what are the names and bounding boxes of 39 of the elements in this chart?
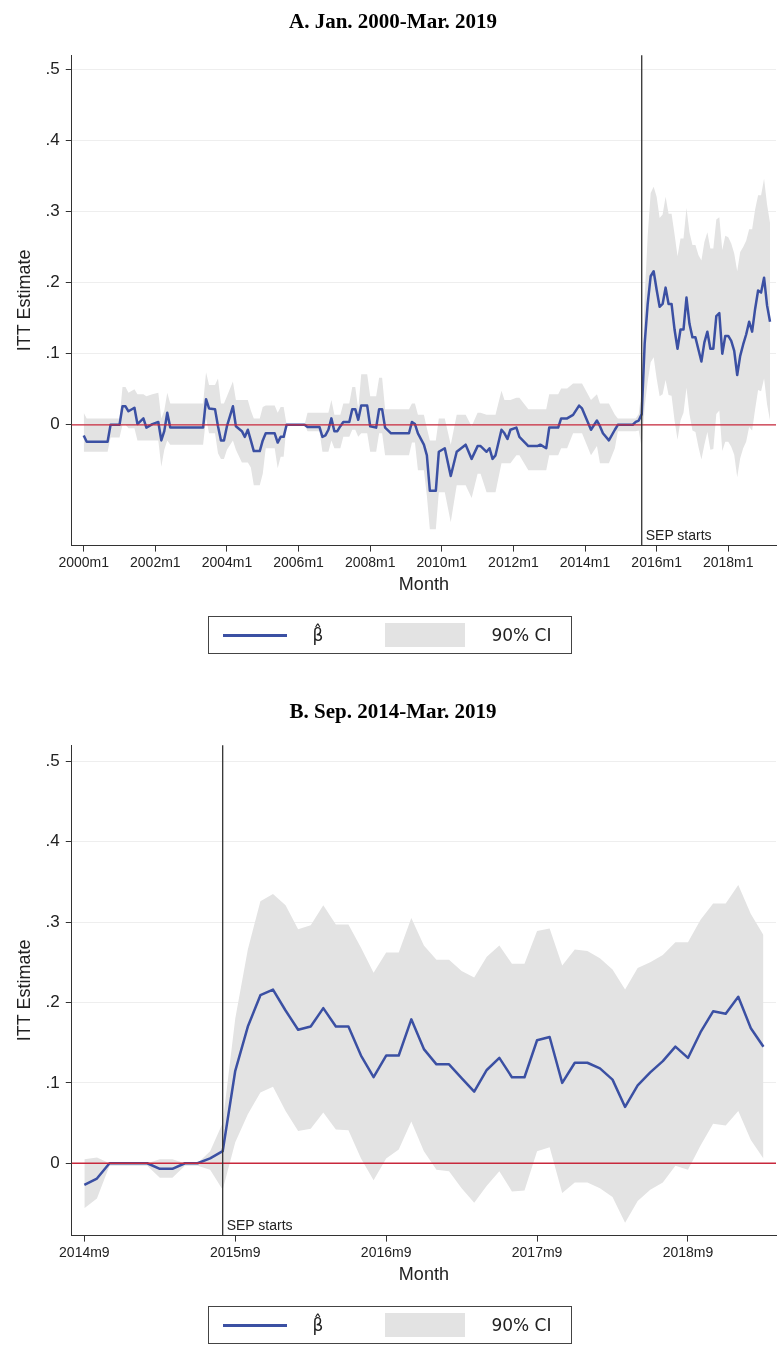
x-tick-label: 2018m9 <box>662 1243 714 1260</box>
x-tick-label: 2018m1 <box>702 553 754 570</box>
chart-title: A. Jan. 2000-Mar. 2019 <box>288 9 498 34</box>
ref-line-label: SEP starts <box>645 527 712 544</box>
x-tick-label: 2017m9 <box>511 1243 563 1260</box>
x-tick-label: 2010m1 <box>416 553 468 570</box>
y-tick-label: .5 <box>45 750 60 770</box>
x-tick-label: 2012m1 <box>488 553 539 570</box>
y-tick-label: 0 <box>50 414 60 434</box>
x-axis-title: Month <box>398 574 449 595</box>
ref-line-label: SEP starts <box>226 1217 293 1234</box>
x-tick-label: 2016m1 <box>631 553 683 570</box>
x-tick-label: 2016m9 <box>360 1243 412 1260</box>
chart-title: B. Sep. 2014-Mar. 2019 <box>289 699 497 724</box>
x-axis-title: Month <box>398 1264 449 1285</box>
y-tick-label: .1 <box>45 1072 60 1092</box>
x-tick-label: 2014m1 <box>559 553 611 570</box>
x-tick-label: 2002m1 <box>130 553 181 570</box>
y-tick-label: .2 <box>45 272 60 292</box>
legend-label: β̂ <box>312 1315 325 1335</box>
y-tick-label: .1 <box>45 343 60 363</box>
legend-label: β̂ <box>312 625 325 645</box>
y-tick-label: .3 <box>45 911 60 931</box>
x-tick-label: 2015m9 <box>209 1243 261 1260</box>
y-tick-label: .5 <box>45 59 60 79</box>
y-tick-label: .2 <box>45 992 60 1012</box>
y-axis-title: ITT Estimate <box>13 939 34 1042</box>
y-axis-title: ITT Estimate <box>13 249 34 352</box>
y-tick-label: .4 <box>45 130 60 150</box>
x-tick-label: 2008m1 <box>344 553 396 570</box>
text: 90% CI <box>491 625 553 645</box>
x-tick-label: 2004m1 <box>201 553 253 570</box>
x-tick-label: 2000m1 <box>58 553 110 570</box>
y-tick-label: .4 <box>45 831 60 851</box>
y-tick-label: 0 <box>50 1152 60 1172</box>
x-tick-label: 2014m9 <box>59 1243 110 1260</box>
y-tick-label: .3 <box>45 201 60 221</box>
text: 90% CI <box>491 1315 553 1335</box>
x-tick-label: 2006m1 <box>273 553 325 570</box>
